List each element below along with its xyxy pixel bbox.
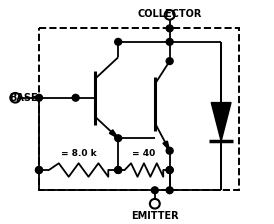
Circle shape — [115, 39, 122, 45]
Circle shape — [72, 94, 79, 101]
Polygon shape — [109, 130, 118, 138]
Circle shape — [115, 135, 122, 142]
Text: COLLECTOR: COLLECTOR — [138, 9, 202, 19]
Text: EMITTER: EMITTER — [131, 211, 179, 222]
Circle shape — [151, 187, 158, 194]
Polygon shape — [211, 103, 231, 141]
Circle shape — [115, 167, 122, 173]
Circle shape — [36, 167, 42, 173]
Circle shape — [36, 94, 42, 101]
Circle shape — [36, 167, 42, 173]
Text: BASE: BASE — [9, 93, 38, 103]
Polygon shape — [163, 141, 170, 151]
Circle shape — [166, 147, 173, 154]
Circle shape — [115, 167, 122, 173]
Circle shape — [166, 39, 173, 45]
Circle shape — [166, 167, 173, 173]
Circle shape — [166, 58, 173, 65]
Circle shape — [166, 167, 173, 173]
Circle shape — [166, 187, 173, 194]
Text: = 8.0 k: = 8.0 k — [61, 149, 96, 158]
Text: = 40: = 40 — [132, 149, 156, 158]
Circle shape — [166, 25, 173, 32]
